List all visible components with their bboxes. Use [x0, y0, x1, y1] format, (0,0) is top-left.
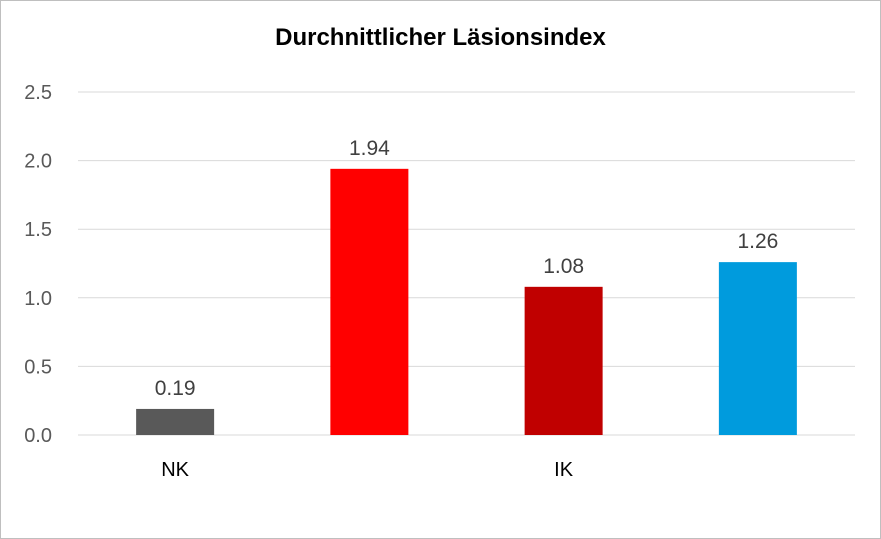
y-axis-ticks: 0.0 0.5 1.0 1.5 2.0 2.5 — [24, 82, 52, 447]
bar-1 — [330, 168, 409, 435]
category-labels: NK IK — [161, 459, 574, 481]
y-tick-label-2: 1.0 — [24, 288, 52, 310]
category-label-1: IK — [554, 459, 574, 481]
bar-2 — [524, 286, 603, 435]
category-label-0: NK — [161, 459, 189, 481]
y-tick-label-3: 1.5 — [24, 219, 52, 241]
bars — [136, 168, 797, 435]
data-label-3: 1.26 — [737, 230, 778, 253]
y-tick-label-1: 0.5 — [24, 356, 52, 378]
data-labels: 0.19 1.94 1.08 1.26 — [155, 137, 779, 400]
bar-0 — [136, 408, 215, 435]
y-tick-label-5: 2.5 — [24, 82, 52, 104]
data-label-2: 1.08 — [543, 255, 584, 278]
chart-title: Durchnittlicher Läsionsindex — [275, 24, 606, 51]
data-label-0: 0.19 — [155, 377, 196, 400]
y-tick-label-0: 0.0 — [24, 425, 52, 447]
y-tick-label-4: 2.0 — [24, 151, 52, 173]
data-label-1: 1.94 — [349, 137, 390, 160]
bar-3 — [718, 262, 797, 435]
